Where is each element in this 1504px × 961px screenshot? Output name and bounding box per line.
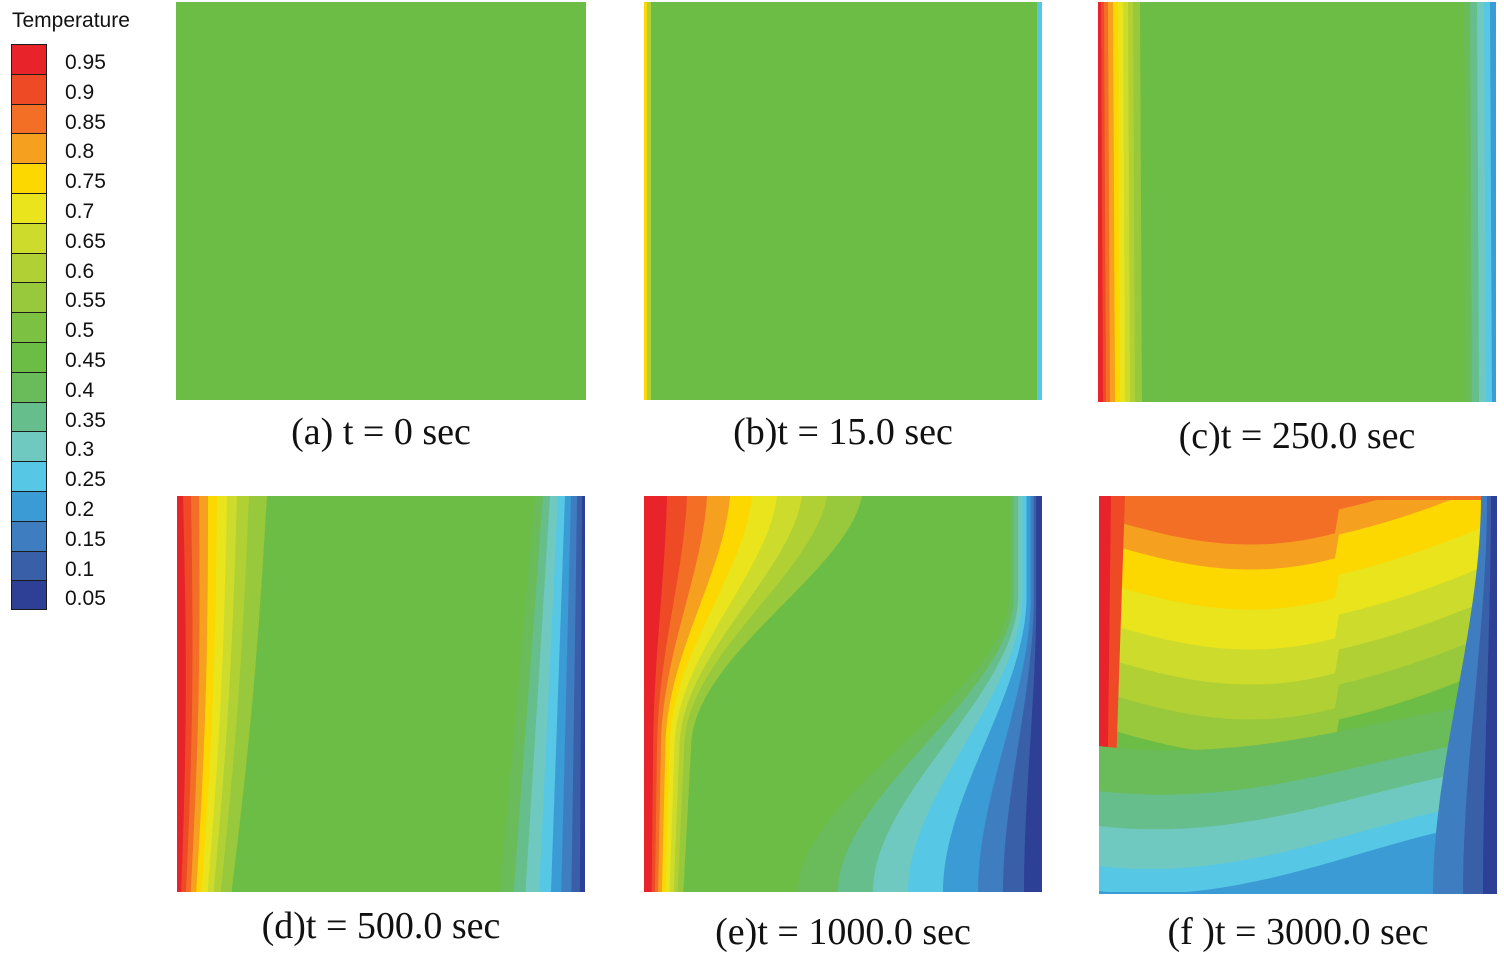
legend: Temperature 0.95 0.9 0.85 0.8 0.75 0.7 0.65 0.6… (0, 0, 170, 620)
legend-tick-label: 0.45 (65, 349, 106, 372)
caption-d: (d)t = 500.0 sec (261, 905, 501, 947)
legend-tick-label: 0.75 (65, 170, 106, 194)
legend-swatch (11, 401, 47, 432)
panel-e (644, 496, 1042, 892)
legend-swatch (11, 550, 47, 581)
legend-tick-label: 0.4 (65, 378, 95, 402)
contour-band-hot (1098, 2, 1103, 402)
legend-tick-label: 0.1 (65, 557, 95, 581)
legend-tick-label: 0.05 (65, 587, 106, 611)
panel-f (1099, 496, 1497, 894)
legend-swatch (11, 580, 47, 611)
legend-tick-label: 0.15 (65, 527, 106, 551)
legend-swatch (11, 520, 47, 551)
contour-band-hot (177, 496, 186, 892)
contour-band-hot (1099, 496, 1497, 545)
contour-band-hot (644, 496, 667, 892)
contour-field (1098, 2, 1496, 402)
legend-tick-label: 0.25 (65, 468, 106, 492)
contour-band-cold (1037, 2, 1042, 400)
legend-tick-label: 0.35 (65, 408, 106, 432)
contour-band-cold (1099, 821, 1497, 894)
legend-tick-label: 0.95 (65, 51, 106, 74)
legend-swatch (11, 252, 47, 283)
contour-plot (1098, 2, 1496, 402)
legend-swatch (11, 491, 47, 521)
legend-swatch (11, 371, 47, 402)
contour-field (176, 2, 586, 400)
legend-swatch (11, 163, 47, 193)
legend-tick-label: 0.8 (65, 140, 95, 164)
panel-a (176, 2, 586, 400)
panel-d (177, 496, 585, 892)
legend-frame (11, 44, 47, 610)
legend-swatch (11, 193, 47, 223)
contour-plot (644, 496, 1042, 892)
legend-tick-label: 0.3 (65, 438, 95, 462)
contour-field (644, 2, 1042, 400)
caption-c: (c)t = 250.0 sec (1178, 415, 1416, 457)
panel-b (644, 2, 1042, 400)
contour-band-cold (579, 496, 585, 892)
panel-c (1098, 2, 1496, 402)
contour-band-cold (1483, 496, 1497, 894)
legend-swatch (11, 133, 47, 164)
legend-tick-label: 0.65 (65, 229, 106, 253)
contour-band-hot (644, 2, 647, 400)
contour-band-cold (1024, 496, 1042, 892)
contour-plot (1099, 496, 1497, 894)
contour-band-cold (1490, 2, 1496, 402)
legend-swatch (11, 282, 47, 313)
legend-tick-label: 0.85 (65, 110, 106, 134)
caption-a: (a) t = 0 sec (291, 411, 471, 453)
legend-swatch (11, 312, 47, 342)
legend-swatch (11, 342, 47, 372)
legend-tick-label: 0.7 (65, 200, 95, 223)
contour-plot (644, 2, 1042, 400)
legend-tick-label: 0.55 (65, 289, 106, 313)
legend-swatch (11, 461, 47, 491)
legend-swatch (11, 103, 47, 134)
legend-tick-label: 0.2 (65, 498, 95, 521)
legend-tick-label: 0.6 (65, 259, 95, 283)
caption-b: (b)t = 15.0 sec (733, 411, 953, 453)
legend-tick-label: 0.9 (65, 80, 95, 104)
caption-e: (e)t = 1000.0 sec (715, 911, 971, 953)
legend-title: Temperature (12, 9, 130, 32)
legend-swatch (11, 73, 47, 104)
caption-f: (f )t = 3000.0 sec (1167, 911, 1429, 953)
contour-plot (176, 2, 586, 400)
legend-swatch (11, 431, 47, 462)
contour-plot (177, 496, 585, 892)
legend-swatch (11, 222, 47, 253)
legend-tick-label: 0.5 (65, 319, 95, 343)
